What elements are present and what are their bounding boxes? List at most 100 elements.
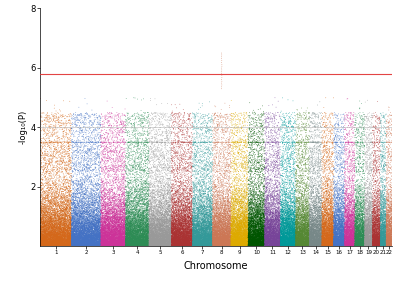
Point <box>136 242 142 246</box>
Point <box>247 244 253 248</box>
Point <box>242 226 249 231</box>
Point <box>192 226 199 230</box>
Point <box>373 190 380 195</box>
Point <box>203 113 209 117</box>
Point <box>334 213 340 218</box>
Point <box>256 233 262 238</box>
Point <box>360 215 366 219</box>
Point <box>303 237 309 242</box>
Point <box>116 200 123 204</box>
Point <box>247 160 254 164</box>
Point <box>134 143 140 147</box>
Point <box>346 241 353 245</box>
Point <box>229 214 236 218</box>
Point <box>353 233 360 238</box>
Point <box>356 167 362 171</box>
Point <box>353 127 360 132</box>
Point <box>295 217 301 222</box>
Point <box>273 208 279 213</box>
Point <box>314 193 320 197</box>
Point <box>301 233 308 237</box>
Point <box>62 207 69 212</box>
Point <box>226 224 232 229</box>
Point <box>186 244 193 248</box>
Point <box>304 233 310 237</box>
Point <box>120 239 126 244</box>
Point <box>358 240 364 245</box>
Point <box>113 207 119 212</box>
Point <box>141 216 148 221</box>
Point <box>172 230 178 234</box>
Point <box>368 230 375 235</box>
Point <box>284 216 290 221</box>
Point <box>67 211 74 215</box>
Point <box>159 244 165 248</box>
Point <box>323 229 329 234</box>
Point <box>359 122 366 127</box>
Point <box>284 237 290 241</box>
Point <box>386 218 393 222</box>
Point <box>51 239 57 243</box>
Point <box>145 228 152 233</box>
Point <box>308 225 314 230</box>
Point <box>98 230 105 234</box>
Point <box>313 222 320 227</box>
Point <box>306 202 312 207</box>
Point <box>288 234 294 238</box>
Point <box>120 242 127 246</box>
Point <box>238 126 244 131</box>
Point <box>174 235 180 240</box>
Point <box>319 228 326 233</box>
Point <box>229 203 236 207</box>
Point <box>67 206 74 211</box>
Point <box>179 230 186 234</box>
Point <box>329 223 336 228</box>
Point <box>179 227 185 231</box>
Point <box>41 234 47 238</box>
Point <box>332 233 338 237</box>
Point <box>186 243 193 248</box>
Point <box>215 242 221 246</box>
Point <box>139 234 146 238</box>
Point <box>330 200 336 205</box>
Point <box>319 213 325 217</box>
Point <box>248 241 254 246</box>
Point <box>210 224 217 228</box>
Point <box>357 208 363 213</box>
Point <box>166 213 172 218</box>
Point <box>127 233 134 237</box>
Point <box>58 235 64 239</box>
Point <box>238 223 245 227</box>
Point <box>267 203 274 208</box>
Point <box>96 155 103 159</box>
Point <box>187 207 193 212</box>
Point <box>274 233 280 237</box>
Point <box>194 164 200 168</box>
Point <box>83 240 89 245</box>
Point <box>126 233 132 237</box>
Point <box>258 216 264 221</box>
Point <box>77 227 83 231</box>
Point <box>149 222 155 226</box>
Point <box>386 224 392 228</box>
Point <box>268 244 274 248</box>
Point <box>223 241 230 245</box>
Point <box>252 243 258 248</box>
Point <box>60 218 66 223</box>
Point <box>349 231 355 235</box>
Point <box>332 140 339 145</box>
Point <box>325 237 331 241</box>
Point <box>226 214 232 218</box>
Point <box>180 227 186 232</box>
Point <box>247 232 254 237</box>
Point <box>330 210 336 215</box>
Point <box>298 237 305 242</box>
Point <box>244 239 250 244</box>
Point <box>193 224 199 229</box>
Point <box>41 230 48 235</box>
Point <box>319 220 325 225</box>
Point <box>316 185 322 189</box>
Point <box>241 239 248 243</box>
Point <box>373 140 380 145</box>
Point <box>144 220 151 224</box>
